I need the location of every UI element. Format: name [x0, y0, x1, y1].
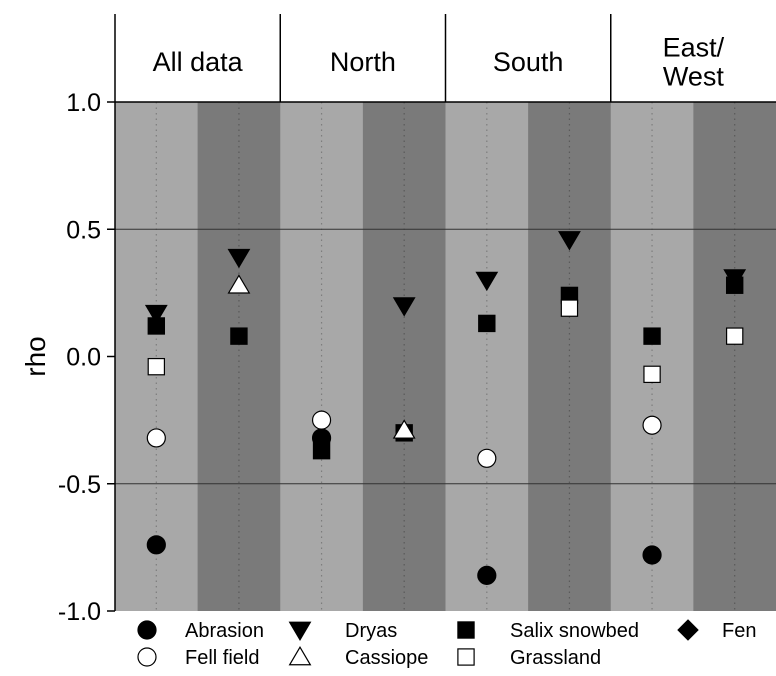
- legend-label: Cassiope: [345, 647, 428, 669]
- legend-label: Fell field: [185, 647, 259, 669]
- panel-header-line: All data: [153, 47, 244, 77]
- y-tick-label: -0.5: [58, 471, 101, 499]
- y-tick-label: -1.0: [58, 598, 101, 626]
- data-point-salix-snowbed: [312, 441, 331, 460]
- data-point-salix-snowbed: [230, 327, 248, 345]
- data-point-cassiope: [392, 419, 416, 439]
- y-tick-label: 0.0: [66, 344, 101, 372]
- panel-header-label: East/West: [663, 33, 725, 92]
- panel-header-line: South: [493, 47, 564, 77]
- panel-header-line: West: [663, 62, 725, 92]
- data-point-grassland: [725, 327, 744, 345]
- legend-label: Dryas: [345, 620, 397, 642]
- legend-marker-abrasion: [137, 620, 157, 640]
- data-point-salix-snowbed: [478, 314, 496, 333]
- data-point-dryas: [558, 231, 581, 251]
- data-point-cassiope: [227, 274, 251, 294]
- legend: Abrasion Dryas Salix snowbed Fen Fell field C…: [137, 619, 756, 669]
- legend-marker-salix-snowbed: [457, 621, 475, 639]
- panel-frame: [114, 14, 776, 611]
- y-tick-label: 1.0: [66, 89, 101, 117]
- legend-marker-dryas: [288, 621, 312, 642]
- legend-marker-grassland: [457, 648, 475, 666]
- legend-marker-cassiope: [288, 645, 312, 666]
- legend-label: Salix snowbed: [510, 620, 639, 642]
- legend-marker-fell-field: [137, 647, 157, 667]
- data-point-salix-snowbed: [643, 327, 661, 345]
- data-point-dryas: [227, 248, 251, 269]
- y-tick-label: 0.5: [66, 216, 101, 244]
- data-point-grassland: [147, 357, 166, 376]
- legend-label: Abrasion: [185, 620, 264, 642]
- grid-lines: [115, 102, 776, 611]
- data-point-abrasion: [477, 565, 497, 585]
- data-point-fell-field: [477, 448, 497, 468]
- data-point-grassland: [560, 299, 579, 317]
- data-point-dryas: [144, 304, 168, 325]
- y-axis-title: rho: [20, 336, 51, 376]
- data-point-salix-snowbed: [725, 276, 744, 294]
- data-point-abrasion: [146, 535, 166, 555]
- data-point-abrasion: [642, 545, 662, 565]
- data-point-fell-field: [146, 428, 166, 448]
- data-points: [144, 231, 747, 585]
- legend-marker-fen: [677, 619, 699, 641]
- data-point-grassland: [643, 365, 661, 384]
- data-point-fell-field: [311, 410, 332, 430]
- data-point-fell-field: [642, 415, 662, 435]
- y-axis: 1.0 0.5 0.0 -0.5 -1.0 rho: [20, 89, 115, 626]
- panel-header-label: South: [493, 47, 564, 77]
- panel-header-label: All data: [153, 47, 244, 77]
- panel-header-line: North: [330, 47, 396, 77]
- data-point-dryas: [392, 297, 416, 317]
- panel-header-label: North: [330, 47, 396, 77]
- data-point-dryas: [475, 271, 499, 292]
- plot-background: [115, 102, 776, 611]
- legend-label: Grassland: [510, 647, 601, 669]
- panel-header-line: East/: [663, 33, 725, 63]
- panel-headers: All data North South East/West: [153, 33, 725, 92]
- legend-label: Fen: [722, 620, 756, 642]
